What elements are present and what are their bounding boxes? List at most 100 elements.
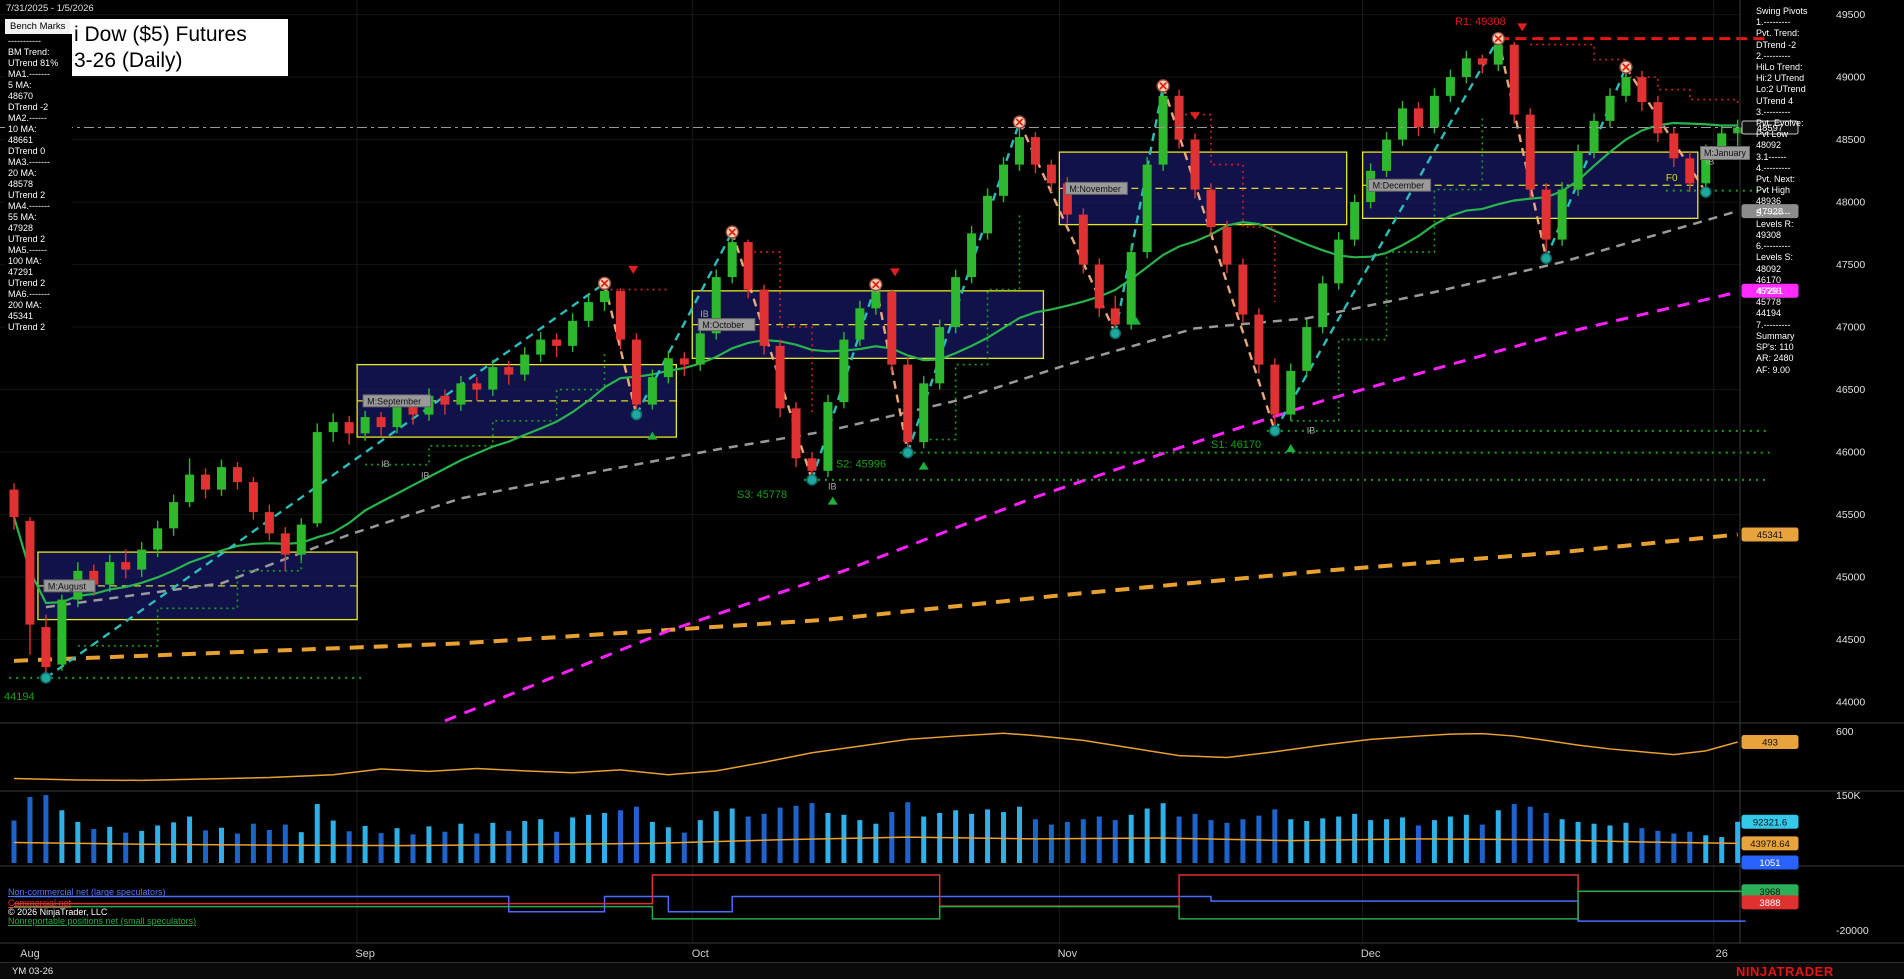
trail-green	[923, 214, 1021, 441]
zigzag-segment	[1624, 66, 1707, 193]
volume-bar	[1064, 821, 1070, 863]
price-marker-box[interactable]	[1741, 283, 1799, 298]
bench-line: MA6.-------	[8, 289, 50, 299]
price-marker-box[interactable]	[1741, 527, 1799, 542]
volume-bar	[761, 813, 767, 863]
candle-body	[871, 292, 881, 309]
candle-body	[1302, 327, 1312, 371]
volume-bar	[1112, 820, 1118, 863]
price-marker-box[interactable]	[1741, 855, 1799, 870]
candle-body	[1254, 314, 1264, 365]
volume-bar	[554, 831, 560, 863]
month-label-text: M:August	[48, 581, 87, 591]
volume-bar	[857, 820, 863, 863]
swing-high-x-icon	[1015, 118, 1024, 126]
volume-bar	[250, 823, 256, 863]
volume-bar	[458, 823, 464, 863]
swing-pivot-line: 45996	[1756, 286, 1782, 297]
volume-bar	[602, 812, 608, 863]
volume-bar	[985, 809, 991, 863]
candle-body	[999, 164, 1009, 196]
volume-bar	[1511, 804, 1517, 863]
volume-bar	[825, 812, 831, 863]
up-triangle-icon	[1285, 444, 1296, 453]
candle-body	[57, 599, 67, 665]
bench-line: 100 MA:	[8, 256, 42, 266]
candle-body	[536, 339, 546, 355]
price-marker-box[interactable]	[1741, 204, 1799, 219]
month-label-text: M:October	[702, 320, 744, 330]
volume-bar	[713, 811, 719, 863]
volume-bar	[1160, 803, 1166, 863]
bench-marks-panel: Bench Marks ----------- BM Trend: UTrend 8…	[5, 16, 72, 335]
swing-pivots-panel: Swing Pivots 1.--------- Pvt. Trend: DTrend…	[1756, 6, 1836, 376]
bench-line: -----------	[8, 36, 41, 46]
ma-55-line	[45, 209, 1739, 609]
candle-body	[1014, 137, 1024, 165]
oscillator-line	[13, 732, 1738, 782]
candle-body	[376, 417, 386, 428]
bench-line: UTrend 2	[8, 322, 46, 332]
candle-body	[615, 290, 625, 340]
chart-title-box: i Dow ($5) Futures 3-26 (Daily)	[30, 19, 288, 76]
legend-large-speculators: Non-commercial net (large speculators)	[8, 887, 166, 897]
bench-line: 48661	[8, 135, 34, 145]
swing-pivot-line: 48092	[1756, 263, 1782, 274]
volume-bar	[745, 816, 751, 863]
volume-bar	[1224, 822, 1230, 863]
price-marker-box[interactable]	[1741, 814, 1799, 829]
x-axis-label: Oct	[692, 948, 709, 960]
volume-bar	[43, 795, 49, 863]
volume-bar	[1431, 820, 1437, 863]
volume-bar	[1016, 806, 1022, 863]
price-tick-label: 48000	[1836, 197, 1865, 209]
bench-line: MA4.-------	[8, 201, 50, 211]
price-marker-box[interactable]	[1741, 895, 1799, 910]
volume-bar	[75, 821, 81, 863]
candle-body	[25, 520, 35, 625]
candle-body	[1429, 95, 1439, 128]
volume-bar	[665, 827, 671, 863]
swing-pivot-line: UTrend 4	[1756, 95, 1794, 106]
candle-body	[456, 383, 466, 405]
support-level-label: S2: 45996	[836, 459, 886, 471]
x-axis-label: Aug	[20, 948, 40, 960]
bench-line: 48670	[8, 91, 34, 101]
price-marker-box[interactable]	[1741, 836, 1799, 851]
up-triangle-icon	[918, 461, 929, 470]
swing-pivot-line: 6.---------	[1756, 241, 1791, 252]
candle-body	[1605, 95, 1615, 121]
swing-high-x-icon	[1494, 34, 1503, 43]
bench-line: 47928	[8, 223, 34, 233]
trail-green	[1290, 114, 1484, 422]
month-label-chip	[697, 318, 756, 332]
volume-bar	[1719, 837, 1725, 863]
volume-bar	[234, 833, 240, 863]
swing-low-marker	[40, 672, 52, 684]
candle-body	[472, 383, 482, 390]
candle-body	[1222, 227, 1232, 265]
candle-body	[137, 549, 147, 570]
ib-label: IB	[381, 459, 390, 469]
candle-body	[1238, 264, 1248, 315]
chart-date-range: 7/31/2025 - 1/5/2026	[6, 3, 94, 14]
ib-label: IB	[700, 309, 709, 319]
volume-bar	[793, 805, 799, 863]
bench-line: 10 MA:	[8, 124, 37, 134]
swing-low-marker	[1269, 425, 1281, 437]
candle-body	[408, 407, 418, 415]
volume-bar	[1543, 812, 1549, 863]
month-label-text: M:September	[367, 396, 421, 406]
candle-body	[1142, 164, 1152, 253]
candle-body	[1509, 44, 1519, 115]
volume-bar	[506, 830, 512, 863]
volume-bar	[1687, 831, 1693, 863]
price-marker-box[interactable]	[1741, 734, 1799, 749]
volume-bar	[953, 810, 959, 863]
zigzag-segment	[1018, 121, 1117, 334]
candle-body	[89, 570, 99, 585]
candle-body	[312, 432, 322, 524]
price-marker-box[interactable]	[1741, 120, 1799, 135]
price-tick-label: 45500	[1836, 509, 1865, 521]
